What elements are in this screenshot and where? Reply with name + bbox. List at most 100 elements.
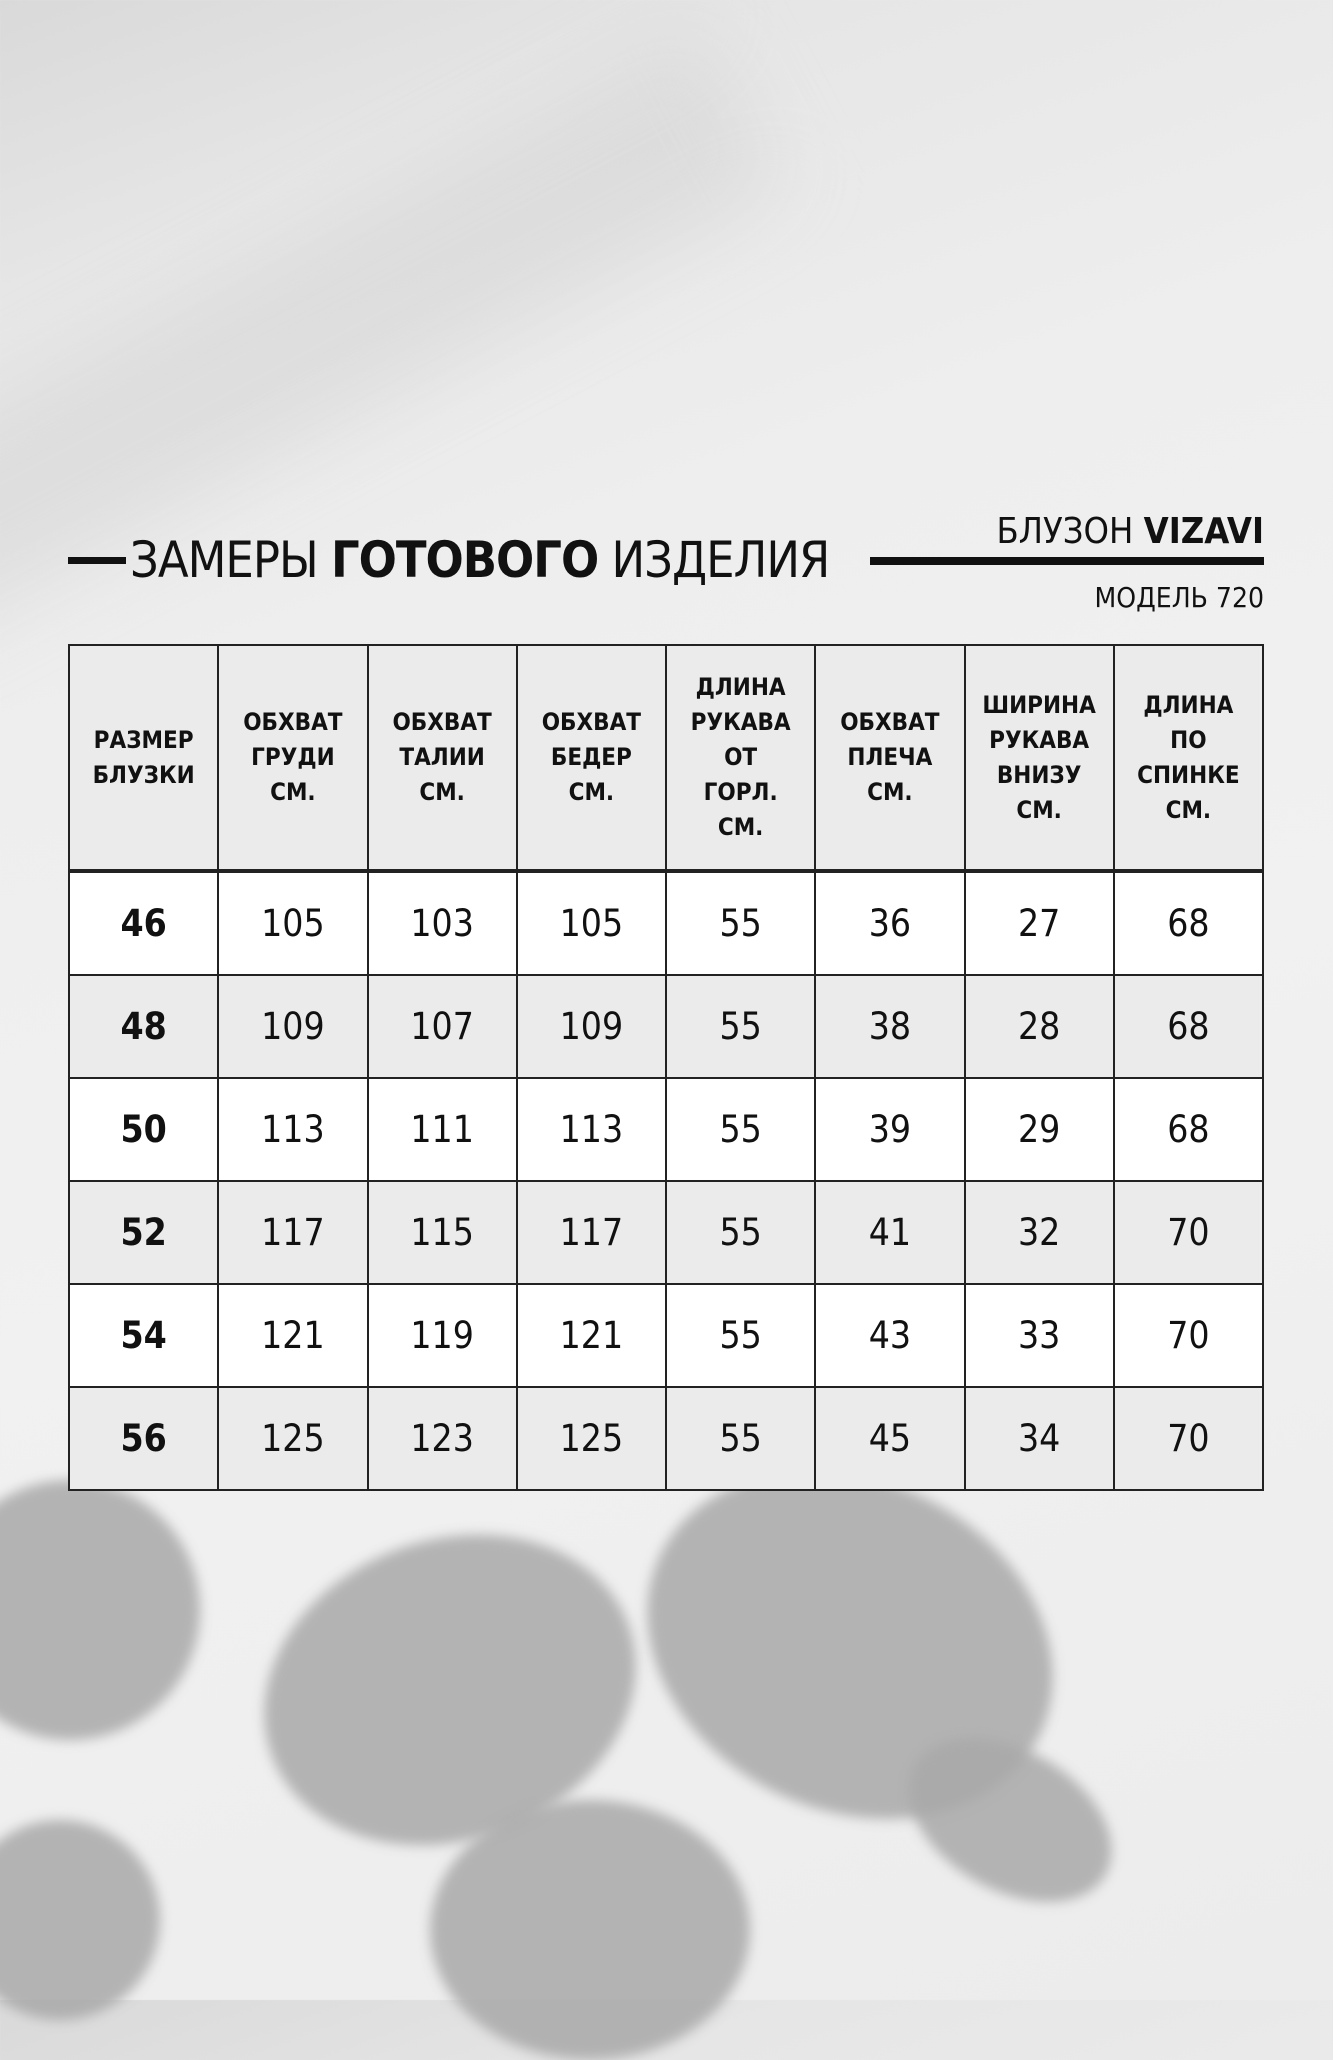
measurement-cell: 33 bbox=[963, 1283, 1115, 1388]
size-cell: 52 bbox=[67, 1180, 220, 1285]
measurement-cell: 39 bbox=[814, 1077, 966, 1182]
measurement-cell: 55 bbox=[664, 1283, 817, 1388]
measurement-cell: 68 bbox=[1112, 1077, 1265, 1182]
measurement-cell: 28 bbox=[963, 974, 1115, 1079]
table-row: 48 109 107 109 55 38 28 68 bbox=[67, 974, 1265, 1079]
column-header-line: ОБХВАТ bbox=[392, 708, 492, 736]
column-header: ОБХВАТ ГРУДИ СМ. bbox=[217, 644, 369, 872]
measurement-cell: 117 bbox=[217, 1180, 369, 1285]
column-header-line: БЛУЗКИ bbox=[92, 760, 195, 789]
size-cell: 56 bbox=[67, 1386, 220, 1491]
measurement-cell: 113 bbox=[217, 1077, 369, 1182]
column-header: ШИРИНА РУКАВА ВНИЗУ СМ. bbox=[963, 644, 1115, 872]
measurement-cell: 125 bbox=[217, 1386, 369, 1491]
column-header-line: СМ. bbox=[1016, 795, 1062, 824]
column-header-line: ГРУДИ bbox=[251, 743, 335, 771]
measurement-cell: 55 bbox=[664, 870, 817, 976]
measurement-cell: 41 bbox=[814, 1180, 966, 1285]
measurement-cell: 105 bbox=[217, 870, 369, 976]
measurement-cell: 123 bbox=[366, 1386, 518, 1491]
column-header-line: ДЛИНА bbox=[1143, 690, 1234, 719]
table-row: 54 121 119 121 55 43 33 70 bbox=[67, 1283, 1265, 1388]
measurement-cell: 119 bbox=[366, 1283, 518, 1388]
table-header-row: РАЗМЕР БЛУЗКИ ОБХВАТ ГРУДИ СМ. ОБХВАТ ТАЛИИ СМ.… bbox=[67, 644, 1265, 872]
column-header-line: РУКАВА bbox=[989, 725, 1090, 754]
measurement-cell: 105 bbox=[515, 870, 668, 976]
measurement-cell: 55 bbox=[664, 1077, 817, 1182]
measurement-cell: 121 bbox=[515, 1283, 668, 1388]
measurement-cell: 113 bbox=[515, 1077, 668, 1182]
measurement-cell: 29 bbox=[963, 1077, 1115, 1182]
page-title: ЗАМЕРЫ ГОТОВОГО ИЗДЕЛИЯ bbox=[130, 531, 830, 589]
size-cell: 46 bbox=[67, 870, 220, 976]
measurement-cell: 55 bbox=[664, 974, 817, 1079]
measurement-cell: 43 bbox=[814, 1283, 966, 1388]
column-header-line: ГОРЛ. bbox=[703, 778, 778, 806]
measurement-cell: 107 bbox=[366, 974, 518, 1079]
measurement-cell: 36 bbox=[814, 870, 966, 976]
table-row: 46 105 103 105 55 36 27 68 bbox=[67, 870, 1265, 976]
measurement-cell: 55 bbox=[664, 1386, 817, 1491]
measurement-cell: 27 bbox=[963, 870, 1115, 976]
leaf-shadow bbox=[0, 1820, 160, 2020]
measurement-cell: 68 bbox=[1112, 974, 1265, 1079]
column-header-line: СМ. bbox=[867, 778, 913, 806]
column-header-line: СМ. bbox=[419, 778, 465, 806]
measurement-cell: 34 bbox=[963, 1386, 1115, 1491]
model-number: МОДЕЛЬ 720 bbox=[1094, 581, 1264, 614]
column-header: РАЗМЕР БЛУЗКИ bbox=[67, 644, 220, 872]
measurement-cell: 70 bbox=[1112, 1386, 1265, 1491]
column-header-line: СМ. bbox=[717, 813, 764, 841]
leaf-shadow bbox=[879, 1704, 1141, 1936]
measurement-cell: 121 bbox=[217, 1283, 369, 1388]
size-cell: 54 bbox=[67, 1283, 220, 1388]
leaf-shadow bbox=[430, 1800, 750, 2060]
size-table: РАЗМЕР БЛУЗКИ ОБХВАТ ГРУДИ СМ. ОБХВАТ ТАЛИИ СМ.… bbox=[67, 644, 1265, 1491]
column-header-line: РУКАВА bbox=[690, 708, 791, 736]
measurement-cell: 68 bbox=[1112, 870, 1265, 976]
measurement-cell: 70 bbox=[1112, 1283, 1265, 1388]
column-header: ДЛИНА РУКАВА ОТ ГОРЛ. СМ. bbox=[664, 644, 817, 872]
column-header-line: ТАЛИИ bbox=[399, 743, 485, 771]
column-header-line: ОБХВАТ bbox=[840, 708, 940, 736]
size-cell: 48 bbox=[67, 974, 220, 1079]
column-header-line: ВНИЗУ bbox=[996, 760, 1082, 789]
page-header: ЗАМЕРЫ ГОТОВОГО ИЗДЕЛИЯ БЛУЗОН VIZAVI МО… bbox=[68, 511, 1264, 614]
measurement-cell: 103 bbox=[366, 870, 518, 976]
title-dash bbox=[68, 557, 126, 564]
column-header: ОБХВАТ ПЛЕЧА СМ. bbox=[814, 644, 966, 872]
measurement-cell: 70 bbox=[1112, 1180, 1265, 1285]
measurement-cell: 32 bbox=[963, 1180, 1115, 1285]
measurement-cell: 125 bbox=[515, 1386, 668, 1491]
table-row: 56 125 123 125 55 45 34 70 bbox=[67, 1386, 1265, 1491]
measurement-cell: 117 bbox=[515, 1180, 668, 1285]
measurement-cell: 115 bbox=[366, 1180, 518, 1285]
column-header: ОБХВАТ ТАЛИИ СМ. bbox=[366, 644, 518, 872]
column-header-line: РАЗМЕР bbox=[93, 725, 194, 754]
column-header-line: ШИРИНА bbox=[982, 690, 1096, 719]
column-header-line: СПИНКЕ bbox=[1137, 760, 1240, 789]
measurement-cell: 38 bbox=[814, 974, 966, 1079]
column-header-line: ДЛИНА bbox=[695, 673, 786, 701]
measurement-cell: 45 bbox=[814, 1386, 966, 1491]
measurement-cell: 109 bbox=[217, 974, 369, 1079]
measurement-cell: 55 bbox=[664, 1180, 817, 1285]
column-header-line: ОБХВАТ bbox=[541, 708, 642, 736]
column-header-line: ПО bbox=[1170, 725, 1207, 754]
column-header: ОБХВАТ БЕДЕР СМ. bbox=[515, 644, 668, 872]
leaf-shadow bbox=[220, 1484, 680, 1896]
leaf-shadow bbox=[0, 1480, 200, 1740]
table-row: 52 117 115 117 55 41 32 70 bbox=[67, 1180, 1265, 1285]
column-header-line: СМ. bbox=[1165, 795, 1212, 824]
column-header: ДЛИНА ПО СПИНКЕ СМ. bbox=[1112, 644, 1265, 872]
title-rule bbox=[870, 557, 1264, 565]
measurement-cell: 109 bbox=[515, 974, 668, 1079]
column-header-line: ПЛЕЧА bbox=[847, 743, 933, 771]
size-cell: 50 bbox=[67, 1077, 220, 1182]
column-header-line: ОТ bbox=[724, 743, 758, 771]
measurement-cell: 111 bbox=[366, 1077, 518, 1182]
table-row: 50 113 111 113 55 39 29 68 bbox=[67, 1077, 1265, 1182]
column-header-line: СМ. bbox=[568, 778, 615, 806]
product-brand: БЛУЗОН VIZAVI bbox=[996, 511, 1264, 552]
column-header-line: ОБХВАТ bbox=[243, 708, 343, 736]
